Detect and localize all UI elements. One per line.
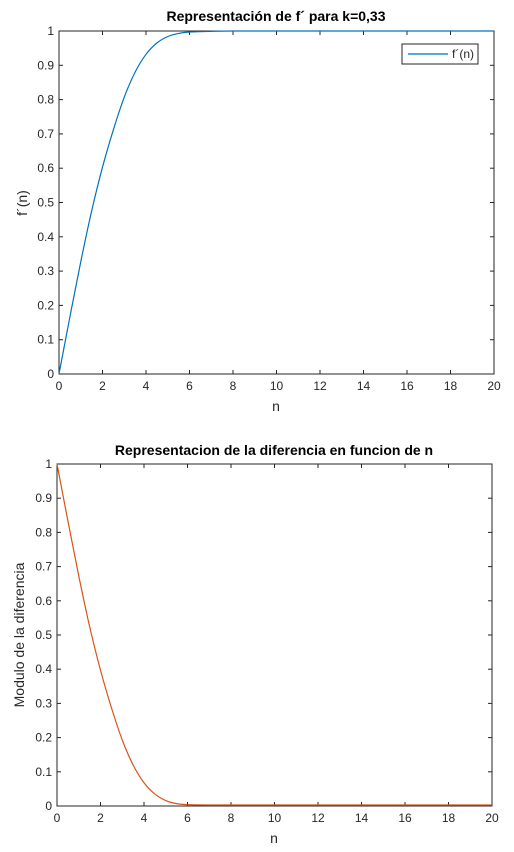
- x-tick-label: 4: [143, 379, 150, 393]
- x-tick-label: 2: [97, 811, 104, 825]
- y-tick-label: 0.5: [35, 628, 52, 642]
- y-tick-label: 0.2: [37, 298, 54, 312]
- plot-area: 0 2 4 6 8 10 12 14 16 18 20 0 0.1 0.2 0.3 0.4 0.5 0.6 0.7 0…: [37, 24, 501, 393]
- x-tick-label: 0: [56, 379, 63, 393]
- x-tick-label: 12: [313, 379, 327, 393]
- y-tick-label: 0.3: [37, 264, 54, 278]
- series-line: [58, 30, 494, 375]
- y-tick-label: 0.7: [37, 127, 54, 141]
- y-tick-label: 1: [45, 457, 52, 471]
- x-tick-label: 20: [487, 379, 501, 393]
- y-tick-label: 0.6: [37, 161, 54, 175]
- x-tick-label: 16: [400, 379, 414, 393]
- y-tick-label: 0.8: [37, 93, 54, 107]
- x-tick-label: 2: [99, 379, 106, 393]
- y-tick-label: 0.8: [35, 525, 52, 539]
- x-tick-label: 14: [355, 811, 369, 825]
- y-tick-label: 0.2: [35, 731, 52, 745]
- plot-area: 0 2 4 6 8 10 12 14 16 18 20 0 0.1 0.2 0.3 0.4 0.5 0.6 0.7 0…: [35, 457, 499, 825]
- x-tick-label: 6: [184, 811, 191, 825]
- y-tick-label: 0.7: [35, 560, 52, 574]
- y-tick-label: 0.9: [35, 491, 52, 505]
- axes-box: [58, 30, 495, 375]
- y-tick-label: 0: [45, 799, 52, 813]
- x-axis-label: n: [270, 830, 278, 846]
- x-tick-label: 12: [311, 811, 325, 825]
- chart-title: Representación de f´ para k=0,33: [166, 8, 385, 24]
- x-tick-label: 8: [230, 379, 237, 393]
- legend: f´(n): [401, 43, 479, 65]
- chart-fprime: Representación de f´ para k=0,33 n f´(n)…: [14, 8, 501, 414]
- y-tick-label: 1: [47, 24, 54, 38]
- x-tick-label: 4: [141, 811, 148, 825]
- y-tick-label: 0.6: [35, 594, 52, 608]
- legend-entry: f´(n): [452, 47, 474, 61]
- x-axis-label: n: [272, 398, 280, 414]
- y-axis-label: f´(n): [14, 190, 30, 216]
- x-tick-label: 14: [357, 379, 371, 393]
- x-tick-label: 0: [54, 811, 61, 825]
- series-line: [56, 463, 492, 806]
- y-tick-label: 0.3: [35, 696, 52, 710]
- chart-difference: Representacion de la diferencia en funci…: [11, 442, 499, 846]
- x-tick-label: 8: [228, 811, 235, 825]
- x-tick-label: 20: [485, 811, 499, 825]
- y-axis-label: Modulo de la diferencia: [11, 562, 27, 707]
- y-tick-label: 0.9: [37, 58, 54, 72]
- y-tick-label: 0.4: [35, 662, 52, 676]
- x-tick-label: 18: [444, 379, 458, 393]
- y-tick-label: 0.4: [37, 230, 54, 244]
- x-tick-label: 6: [186, 379, 193, 393]
- y-tick-label: 0.1: [37, 333, 54, 347]
- y-tick-label: 0.5: [37, 196, 54, 210]
- x-tick-label: 10: [268, 811, 282, 825]
- y-tick-label: 0: [47, 367, 54, 381]
- x-tick-label: 10: [270, 379, 284, 393]
- chart-title: Representacion de la diferencia en funci…: [115, 442, 433, 458]
- x-tick-label: 18: [442, 811, 456, 825]
- axes-box: [56, 463, 493, 807]
- x-tick-label: 16: [398, 811, 412, 825]
- y-tick-label: 0.1: [35, 765, 52, 779]
